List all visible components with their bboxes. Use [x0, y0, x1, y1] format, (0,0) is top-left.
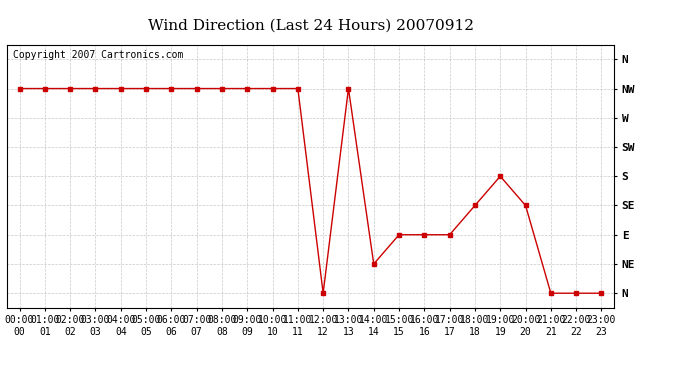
Text: Copyright 2007 Cartronics.com: Copyright 2007 Cartronics.com [13, 50, 184, 60]
Text: Wind Direction (Last 24 Hours) 20070912: Wind Direction (Last 24 Hours) 20070912 [148, 19, 473, 33]
